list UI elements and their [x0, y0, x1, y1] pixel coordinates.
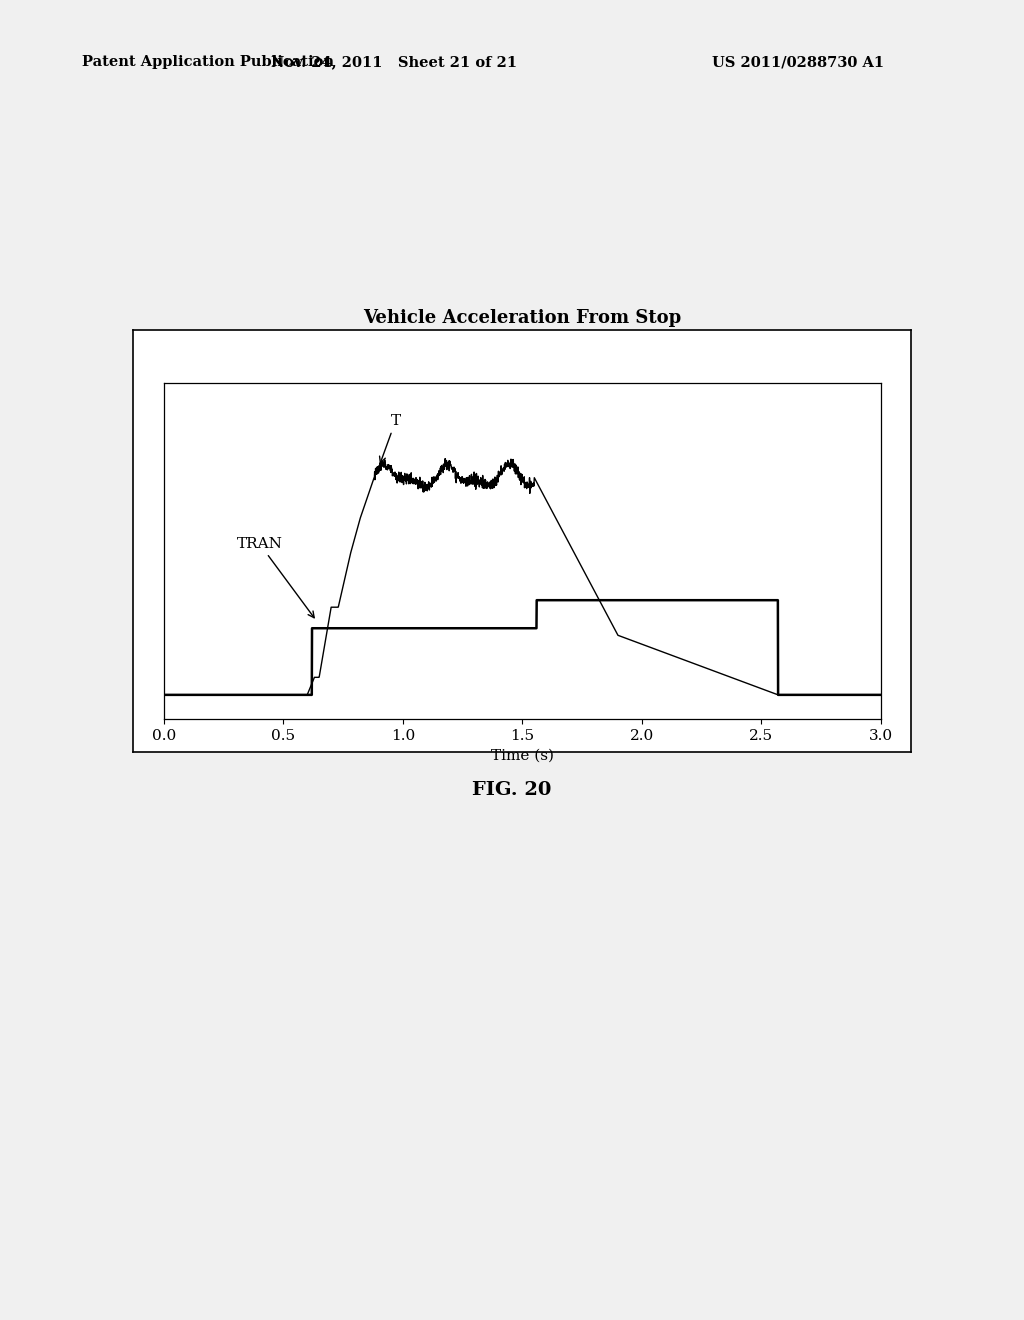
Text: FIG. 20: FIG. 20	[472, 781, 552, 800]
Text: US 2011/0288730 A1: US 2011/0288730 A1	[712, 55, 884, 70]
Text: T: T	[380, 414, 400, 463]
Title: Vehicle Acceleration From Stop: Vehicle Acceleration From Stop	[364, 309, 681, 327]
Text: Nov. 24, 2011   Sheet 21 of 21: Nov. 24, 2011 Sheet 21 of 21	[271, 55, 517, 70]
Text: Patent Application Publication: Patent Application Publication	[82, 55, 334, 70]
Text: TRAN: TRAN	[237, 537, 314, 618]
X-axis label: Time (s): Time (s)	[490, 748, 554, 763]
